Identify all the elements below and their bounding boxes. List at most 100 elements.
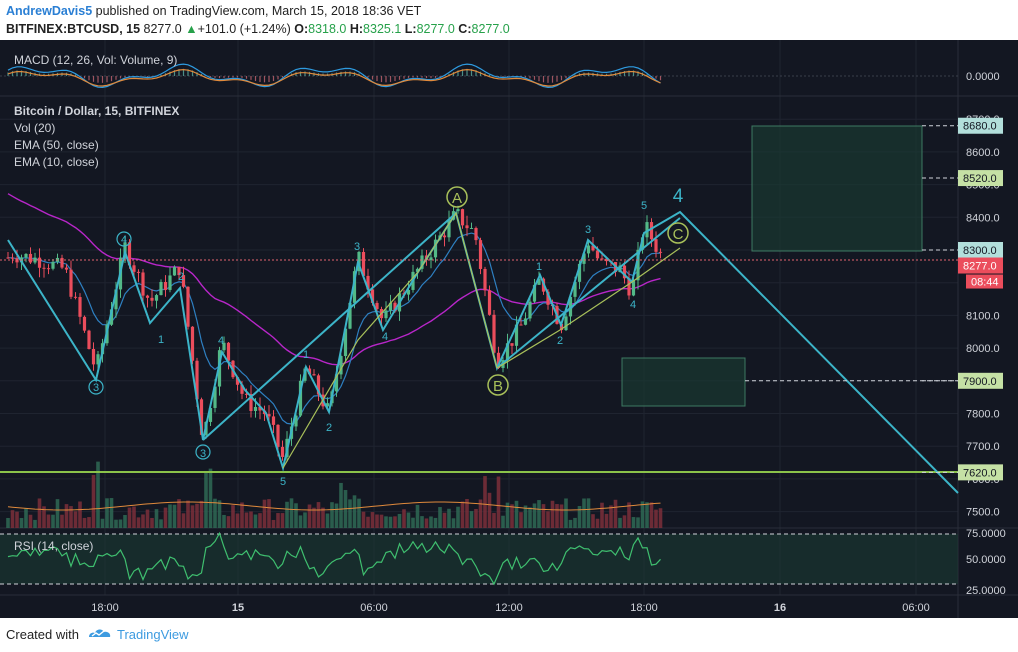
close-value: 8277.0 bbox=[471, 22, 510, 36]
candle-body bbox=[271, 416, 276, 425]
volume-bar bbox=[87, 517, 91, 528]
volume-bar bbox=[307, 504, 312, 528]
publish-info: AndrewDavis5 published on TradingView.co… bbox=[6, 4, 421, 18]
price-tag-text: 8300.0 bbox=[963, 245, 997, 257]
candle-body bbox=[469, 227, 474, 229]
candle-body bbox=[253, 406, 258, 411]
volume-bar bbox=[51, 514, 55, 528]
candle-body bbox=[37, 257, 42, 268]
candle-body bbox=[573, 281, 577, 297]
volume-bar bbox=[339, 482, 343, 528]
volume-bar bbox=[388, 516, 393, 528]
rsi-tick: 75.0000 bbox=[966, 528, 1006, 540]
candle-body bbox=[226, 342, 231, 361]
open-value: 8318.0 bbox=[308, 22, 347, 36]
volume-bar bbox=[186, 500, 190, 528]
volume-bar bbox=[442, 512, 447, 528]
time-axis[interactable]: 18:00 15 06:00 12:00 18:00 16 06:00 bbox=[91, 602, 930, 614]
price-tag-text: 7900.0 bbox=[963, 376, 997, 388]
candle-body bbox=[244, 393, 249, 395]
volume-bar bbox=[433, 517, 438, 528]
volume-bar bbox=[577, 505, 582, 528]
chart-svg[interactable]: 4 3 3 5 2 1 4 1 2 3 4 A B C 1 2 3 4 5 4 … bbox=[0, 40, 1018, 618]
volume-bar bbox=[60, 514, 64, 528]
volume-bar bbox=[181, 513, 186, 528]
candle-body bbox=[474, 227, 478, 241]
volume-bar bbox=[582, 498, 586, 528]
footer: Created with TradingView bbox=[0, 618, 1018, 652]
volume-bar bbox=[136, 517, 141, 528]
volume-bar bbox=[510, 504, 514, 528]
volume-bar bbox=[190, 505, 195, 528]
price-tick: 7700.0 bbox=[966, 441, 1000, 453]
wave-b-circle bbox=[487, 374, 509, 396]
wave-3-low: 3 bbox=[200, 448, 206, 460]
rsi-tick: 50.0000 bbox=[966, 554, 1006, 566]
volume-bar bbox=[217, 500, 222, 528]
volume-bar bbox=[240, 502, 244, 528]
candle-body bbox=[375, 302, 379, 310]
abc-wave-line bbox=[282, 211, 498, 469]
volume-bar bbox=[528, 507, 532, 528]
volume-bar bbox=[64, 504, 69, 528]
wave-3-low-circle bbox=[195, 444, 211, 460]
candle-body bbox=[114, 289, 118, 310]
volume-bar bbox=[109, 498, 114, 528]
candle-body bbox=[217, 350, 222, 387]
candle-body bbox=[258, 406, 262, 411]
chart-canvas[interactable]: 4 3 3 5 2 1 4 1 2 3 4 A B C 1 2 3 4 5 4 … bbox=[0, 40, 1018, 618]
volume-bar bbox=[10, 510, 15, 528]
candle-body bbox=[591, 245, 595, 251]
price-axis[interactable]: 0.00008700.08600.08500.08400.08300.08200… bbox=[745, 71, 1006, 597]
volume-bar bbox=[55, 499, 60, 528]
volume-bar bbox=[658, 508, 663, 528]
tradingview-link[interactable]: TradingView bbox=[117, 627, 189, 642]
wave-3-circle bbox=[88, 379, 104, 395]
candle-body bbox=[280, 446, 285, 457]
countdown-box bbox=[966, 274, 1003, 289]
current-price-text: 8277.0 bbox=[963, 261, 997, 273]
candle-body bbox=[294, 415, 298, 427]
candle-body bbox=[483, 268, 487, 291]
volume-bar bbox=[280, 513, 285, 528]
macd-signal-line bbox=[7, 68, 661, 87]
candle-body bbox=[357, 251, 361, 272]
volume-bar bbox=[559, 504, 564, 528]
volume-bar bbox=[469, 511, 474, 528]
candle-body bbox=[532, 284, 537, 302]
price-tag-box bbox=[958, 242, 1003, 258]
candle-body bbox=[28, 253, 33, 263]
price-tag-box bbox=[958, 372, 1003, 389]
volume-bar bbox=[618, 517, 622, 528]
price-tick: 8600.0 bbox=[966, 147, 1000, 159]
minor-2b: 2 bbox=[326, 422, 332, 434]
volume-bar bbox=[645, 502, 649, 528]
volume-bar bbox=[424, 518, 429, 528]
candle-body bbox=[208, 407, 213, 422]
symbol-info: BITFINEX:BTCUSD, 15 8277.0 ▲+101.0 (+1.2… bbox=[6, 22, 510, 36]
volume-bar bbox=[226, 516, 231, 528]
minor-1b: 1 bbox=[303, 349, 309, 361]
volume-bar bbox=[195, 503, 199, 528]
wave-3-left: 3 bbox=[93, 382, 99, 394]
candle-body bbox=[366, 275, 370, 290]
volume-bar bbox=[519, 512, 523, 528]
candle-body bbox=[640, 237, 645, 250]
candle-body bbox=[447, 219, 451, 238]
tradingview-logo-icon[interactable] bbox=[87, 627, 113, 644]
wave-a-circle bbox=[446, 186, 468, 208]
volume-bar bbox=[627, 502, 631, 528]
volume-bar bbox=[348, 499, 352, 528]
volume-bar bbox=[118, 519, 123, 528]
low-label: L: bbox=[404, 22, 417, 36]
wave-4-left: 4 bbox=[121, 234, 127, 246]
volume-bar bbox=[573, 517, 577, 528]
symbol-name: BITFINEX:BTCUSD, 15 bbox=[6, 22, 141, 36]
author-link[interactable]: AndrewDavis5 bbox=[6, 4, 93, 18]
candle-body bbox=[186, 286, 190, 327]
volume-bar bbox=[154, 509, 159, 528]
vol-label: Vol (20) bbox=[14, 121, 56, 135]
price-change: +101.0 (+1.24%) bbox=[197, 22, 291, 36]
volume-bar bbox=[141, 514, 145, 528]
volume-bars bbox=[6, 461, 663, 528]
